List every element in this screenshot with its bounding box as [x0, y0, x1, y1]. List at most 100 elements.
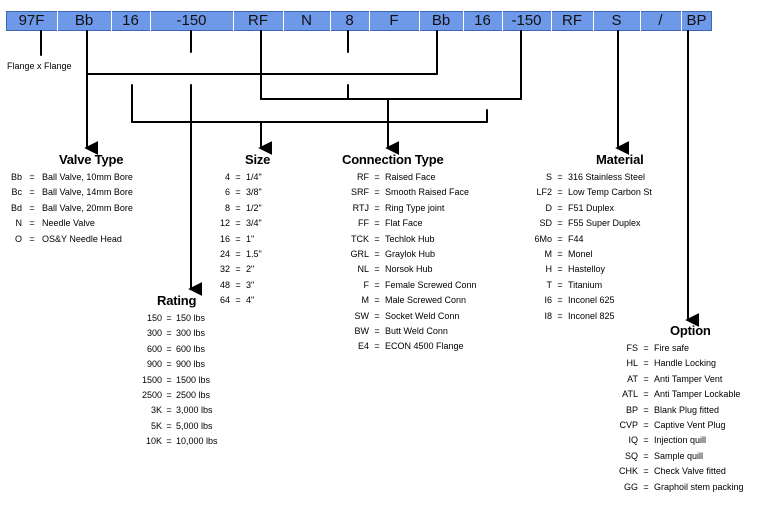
material-equals: = [557, 295, 563, 306]
size-item: 8 = 1/2" [216, 201, 262, 216]
code-separator [681, 11, 682, 31]
material-equals: = [557, 264, 563, 275]
material-item: M = Monel [532, 247, 652, 262]
material-equals: = [557, 202, 563, 213]
code-separator [463, 11, 464, 31]
material-item: S = 316 Stainless Steel [532, 170, 652, 185]
size-code: 12 [219, 218, 230, 229]
size-equals: = [235, 218, 241, 229]
valve-type-code: N [15, 218, 23, 229]
connection-type-equals: = [374, 172, 380, 182]
connection-type-item: NL = Norsok Hub [319, 262, 477, 277]
connection-type-equals: = [374, 295, 380, 306]
code-separator [233, 11, 234, 31]
rating-item: 1500 = 1500 lbs [140, 373, 218, 388]
option-code: HL [626, 358, 638, 369]
size-code: 64 [219, 295, 230, 306]
option-equals: = [643, 373, 649, 384]
material-description: Inconel 625 [568, 295, 615, 306]
code-separator [640, 11, 641, 31]
size-description: 3/8" [246, 187, 262, 198]
size-description: 1/2" [246, 202, 262, 213]
option-item: SQ = Sample quill [611, 449, 744, 464]
size-equals: = [235, 202, 241, 213]
connection-type-item: TCK = Techlok Hub [319, 232, 477, 247]
valve-type-item: Bd = Ball Valve, 20mm Bore [8, 201, 133, 216]
connection-type-item: SRF = Smooth Raised Face [319, 185, 477, 200]
code-segment: Bb [74, 12, 94, 29]
code-separator [283, 11, 284, 31]
option-code: GG [623, 481, 638, 492]
material-list: S = 316 Stainless Steel LF2 = Low Temp Carbon… [532, 170, 652, 324]
rating-equals: = [166, 436, 172, 447]
option-code: CHK [618, 466, 638, 477]
rating-description: 3,000 lbs [176, 405, 213, 416]
code-separator [551, 11, 552, 31]
option-code: IQ [628, 435, 638, 446]
option-code: SQ [624, 450, 638, 461]
code-segment: RF [562, 12, 582, 29]
connection-type-code: FF [358, 218, 369, 229]
code-separator [330, 11, 331, 31]
connection-type-item: M = Male Screwed Conn [319, 293, 477, 308]
option-equals: = [643, 358, 649, 369]
material-equals: = [557, 233, 563, 244]
size-equals: = [235, 172, 241, 182]
valve-type-code: Bc [11, 187, 22, 198]
rating-description: 600 lbs [176, 343, 206, 354]
option-code: BP [625, 404, 638, 415]
option-equals: = [643, 481, 649, 492]
rating-list: 150 = 150 lbs 300 = 300 lbs 600 = 600 lbs 900 = 900… [140, 311, 218, 450]
code-separator [57, 11, 58, 31]
connection-type-description: ECON 4500 Flange [385, 341, 464, 352]
size-equals: = [235, 248, 241, 259]
connection-type-item: E4 = ECON 4500 Flange [319, 339, 477, 354]
size-equals: = [235, 264, 241, 275]
valve-type-item: Bc = Ball Valve, 14mm Bore [8, 185, 132, 200]
code-segment: N [301, 12, 312, 29]
option-heading: Option [670, 323, 711, 338]
rating-equals: = [166, 374, 172, 385]
option-equals: = [643, 435, 649, 446]
material-description: Hastelloy [568, 264, 606, 275]
rating-equals: = [166, 313, 172, 323]
rating-code: 2500 [141, 389, 162, 400]
valve-type-description: Ball Valve, 10mm Bore [42, 172, 133, 182]
size-item: 6 = 3/8" [216, 185, 262, 200]
size-item: 48 = 3" [216, 278, 262, 293]
connection-type-description: Graylok Hub [385, 248, 436, 259]
rating-item: 3K = 3,000 lbs [140, 403, 218, 418]
connection-type-description: Techlok Hub [385, 233, 435, 244]
rating-equals: = [166, 405, 172, 416]
size-equals: = [235, 279, 241, 290]
valve-type-equals: = [29, 218, 35, 229]
option-equals: = [643, 419, 649, 430]
connection-type-description: Ring Type joint [385, 202, 445, 213]
option-code: ATL [622, 389, 638, 400]
size-description: 3" [246, 279, 255, 290]
rating-code: 10K [145, 436, 162, 447]
part-code-bar [6, 11, 712, 31]
size-description: 1" [246, 233, 255, 244]
code-segment: -150 [511, 12, 542, 29]
valve-type-description: Needle Valve [42, 218, 95, 229]
connection-type-description: Butt Weld Conn [385, 325, 448, 336]
rating-code: 1500 [141, 374, 162, 385]
rating-item: 600 = 600 lbs [140, 342, 218, 357]
connection-type-code: F [363, 279, 370, 290]
material-description: Low Temp Carbon St [568, 187, 652, 198]
material-code: H [545, 264, 553, 275]
size-description: 3/4" [246, 218, 262, 229]
rating-equals: = [166, 328, 172, 339]
valve-type-code: Bd [10, 202, 22, 213]
rating-description: 1500 lbs [176, 374, 211, 385]
rating-description: 150 lbs [176, 313, 206, 323]
material-description: 316 Stainless Steel [568, 172, 646, 182]
connection-type-code: RF [357, 172, 369, 182]
connection-type-description: Female Screwed Conn [385, 279, 477, 290]
connection-type-equals: = [374, 310, 380, 321]
connection-type-equals: = [374, 325, 380, 336]
rating-item: 300 = 300 lbs [140, 326, 218, 341]
connection-type-code: BW [354, 325, 370, 336]
size-heading: Size [245, 152, 271, 167]
